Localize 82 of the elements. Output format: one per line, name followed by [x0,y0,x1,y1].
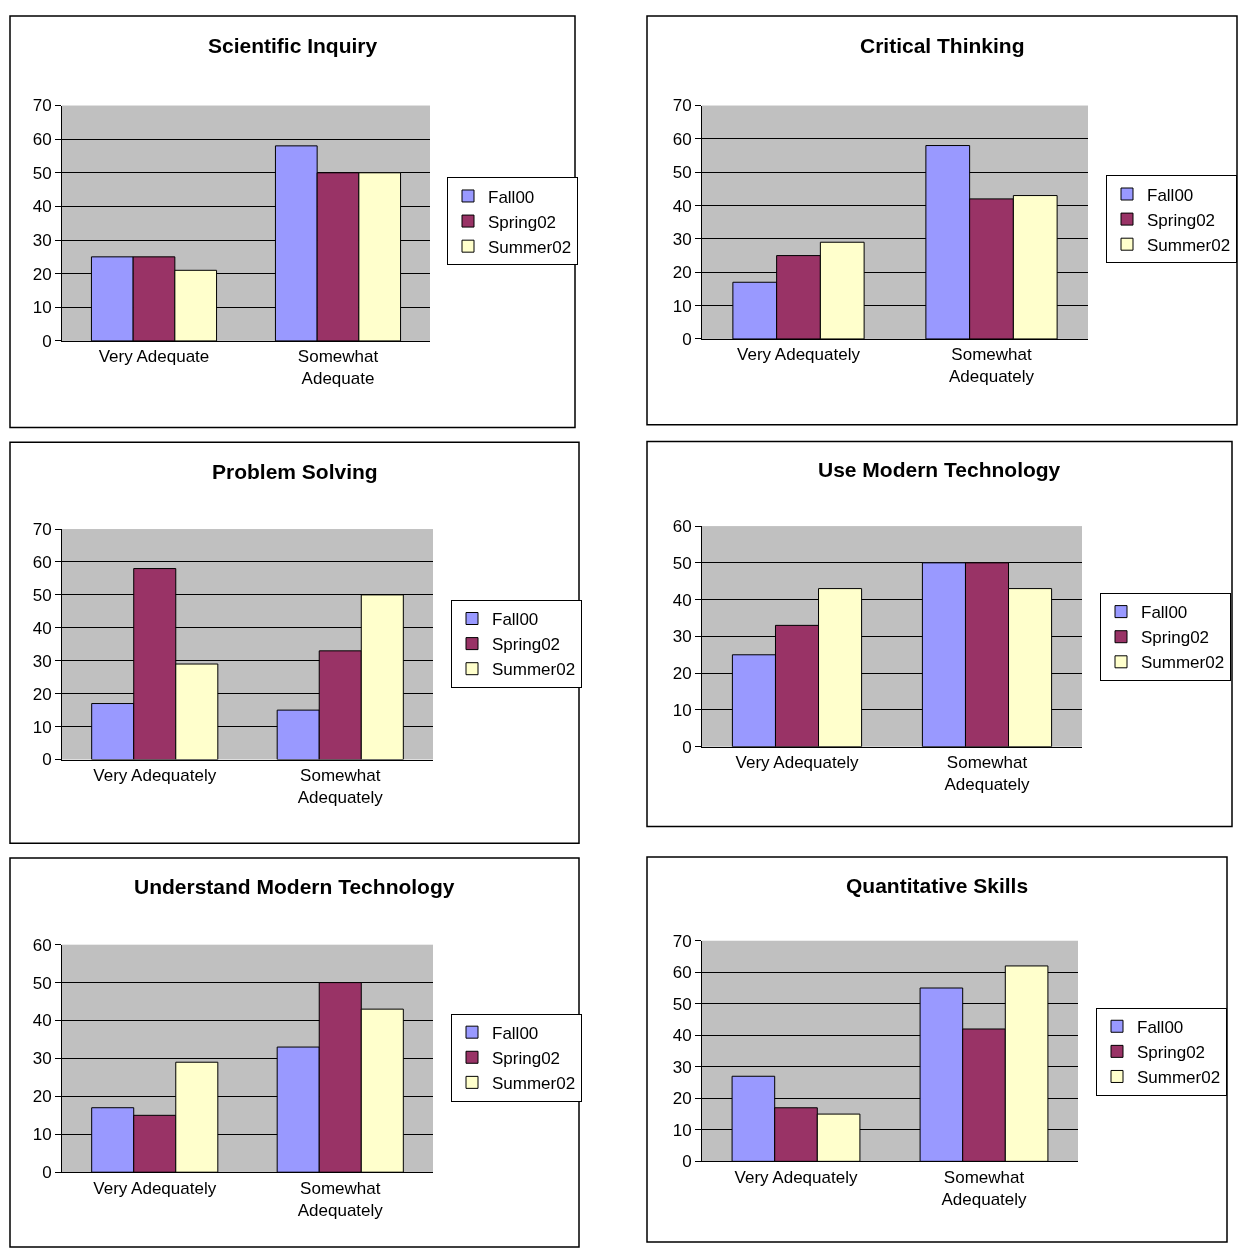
y-tick-label: 40 [672,196,692,216]
y-tick-label: 50 [32,973,52,993]
y-tick-label: 50 [672,163,692,183]
y-tick-label: 60 [32,130,52,150]
y-tick-label: 30 [672,627,692,647]
x-tick-label: Somewhat Adequately [941,1167,1028,1209]
legend-label: Spring02 [1141,628,1210,648]
y-tick-label: 30 [672,229,692,249]
y-tick-label: 10 [32,298,52,318]
y-tick-label: 10 [672,1120,692,1140]
y-tick-label: 20 [672,664,692,684]
legend-label: Spring02 [492,1048,561,1068]
legend-label: Fall00 [1147,185,1194,205]
chart-title: Critical Thinking [860,34,1025,57]
y-tick-label: 40 [32,618,52,638]
y-tick-label: 0 [682,329,692,349]
y-tick-label: 50 [32,585,52,605]
legend-label: Spring02 [488,212,557,232]
y-tick-label: 50 [672,994,692,1014]
legend-label: Summer02 [1141,653,1225,673]
legend-label: Fall00 [1141,603,1188,623]
x-tick-label: Very Adequately [734,1167,858,1187]
legend-label: Summer02 [492,1074,576,1093]
y-tick-label: 70 [672,931,692,951]
y-tick-label: 40 [32,197,52,217]
x-tick-label: Somewhat Adequate [297,347,379,389]
y-tick-label: 60 [672,129,692,149]
legend-label: Summer02 [1137,1068,1221,1088]
chart-title: Problem Solving [212,460,378,483]
y-tick-label: 20 [672,1089,692,1109]
y-tick-label: 0 [682,737,692,757]
y-tick-label: 10 [672,296,692,316]
legend-label: Spring02 [492,635,561,655]
x-tick-label: Somewhat Adequately [944,753,1031,795]
x-tick-label: Somewhat Adequately [297,1178,384,1220]
legend-label: Summer02 [492,660,576,680]
y-tick-label: 30 [32,651,52,671]
y-tick-label: 40 [672,1026,692,1046]
y-tick-label: 60 [672,517,692,537]
chart-title: Quantitative Skills [846,874,1029,897]
y-tick-label: 60 [32,935,52,955]
y-tick-label: 0 [42,750,52,770]
y-tick-label: 40 [672,590,692,610]
y-tick-label: 30 [32,1049,52,1069]
legend-label: Spring02 [1147,210,1216,230]
y-tick-label: 20 [32,684,52,704]
y-tick-label: 20 [672,263,692,283]
y-tick-label: 30 [672,1057,692,1077]
legend-label: Spring02 [1137,1042,1206,1062]
legend-label: Fall00 [488,187,535,207]
legend-label: Fall00 [492,1023,539,1043]
y-tick-label: 50 [32,163,52,183]
y-tick-label: 0 [42,1163,52,1183]
y-tick-label: 40 [32,1011,52,1031]
x-tick-label: Very Adequately [735,753,859,773]
legend-label: Summer02 [1147,235,1231,255]
x-tick-label: Very Adequate [98,347,210,367]
chart-title: Scientific Inquiry [208,34,378,57]
y-tick-label: 70 [672,96,692,116]
y-tick-label: 10 [32,1125,52,1145]
y-tick-label: 0 [682,1152,692,1172]
y-tick-label: 60 [32,552,52,572]
y-tick-label: 20 [32,264,52,284]
x-tick-label: Very Adequately [93,765,217,785]
legend-label: Fall00 [492,610,539,630]
y-tick-label: 60 [672,963,692,983]
chart-title: Understand Modern Technology [134,875,455,898]
legend-label: Fall00 [1137,1017,1184,1037]
y-tick-label: 0 [42,331,52,351]
y-tick-label: 10 [672,700,692,720]
y-tick-label: 10 [32,717,52,737]
y-tick-label: 20 [32,1087,52,1107]
y-tick-label: 70 [32,519,52,539]
legend-label: Summer02 [488,237,572,257]
y-tick-label: 70 [32,96,52,116]
y-tick-label: 50 [672,553,692,573]
x-tick-label: Very Adequately [93,1178,217,1198]
x-tick-label: Very Adequately [737,345,861,365]
y-tick-label: 30 [32,230,52,250]
x-tick-label: Somewhat Adequately [948,345,1035,387]
chart-title: Use Modern Technology [818,458,1061,481]
x-tick-label: Somewhat Adequately [297,765,384,808]
